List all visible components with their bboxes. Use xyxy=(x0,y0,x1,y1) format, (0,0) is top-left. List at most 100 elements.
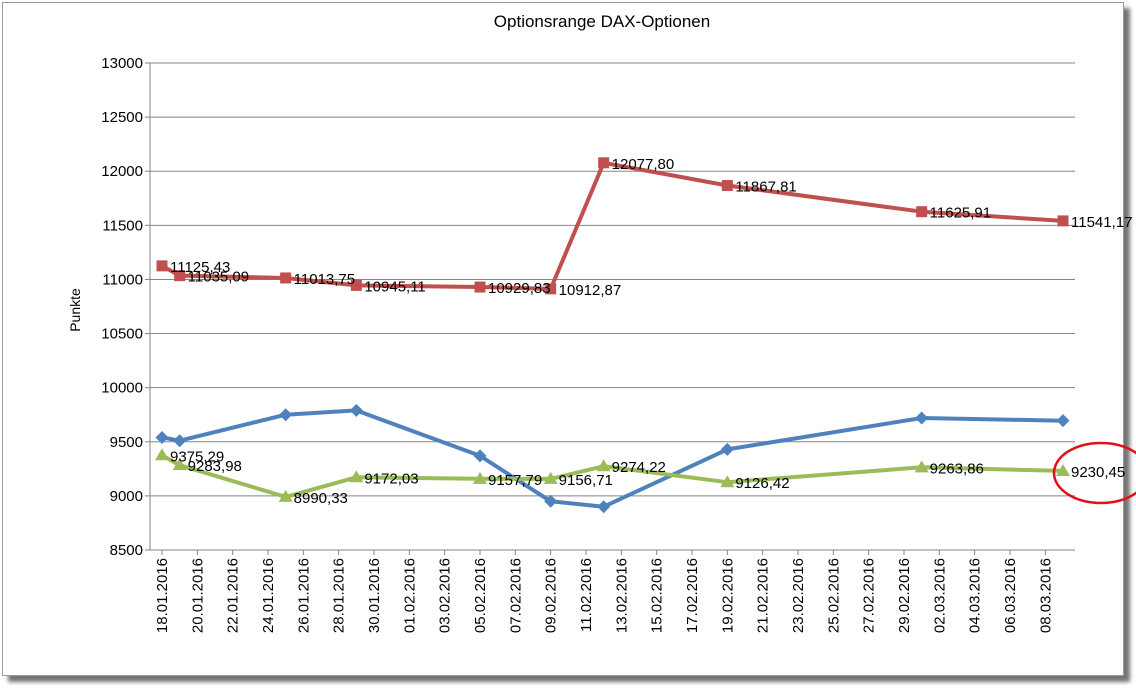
data-label: 9283,98 xyxy=(188,458,242,475)
data-label: 11867,81 xyxy=(735,179,796,196)
data-point xyxy=(545,283,557,295)
y-tick-label: 9000 xyxy=(110,488,143,505)
data-point xyxy=(597,500,611,514)
annotation xyxy=(1052,441,1136,505)
x-tick-label: 11.02.2016 xyxy=(578,558,595,632)
data-point xyxy=(598,157,610,169)
y-tick-label: 10000 xyxy=(101,380,143,397)
x-tick-label: 30.01.2016 xyxy=(366,558,383,633)
x-tick-label: 15.02.2016 xyxy=(649,558,666,633)
data-label: 10945,11 xyxy=(364,278,425,295)
data-label: 11541,17 xyxy=(1071,214,1132,231)
x-tick-label: 06.03.2016 xyxy=(1002,558,1019,633)
data-label: 10929,83 xyxy=(488,280,551,297)
data-point xyxy=(155,430,169,444)
data-point xyxy=(278,489,293,502)
data-point xyxy=(1056,463,1070,476)
data-label: 12077,80 xyxy=(612,156,675,173)
data-point xyxy=(279,408,293,422)
data-point xyxy=(1057,215,1069,227)
data-label: 8990,33 xyxy=(294,490,348,507)
x-tick-label: 22.01.2016 xyxy=(225,558,242,633)
data-label: 9263,86 xyxy=(930,460,984,477)
data-label: 9172,03 xyxy=(364,470,418,487)
data-label: 9375,29 xyxy=(170,448,224,465)
data-label: 11625,91 xyxy=(930,205,991,222)
data-label: 11125,43 xyxy=(170,259,230,276)
x-tick-label: 18.01.2016 xyxy=(154,558,171,633)
y-tick-label: 12000 xyxy=(101,163,143,180)
x-tick-label: 20.01.2016 xyxy=(189,558,206,633)
data-point xyxy=(349,403,363,417)
data-label: 9230,45 xyxy=(1071,464,1125,481)
data-point xyxy=(543,471,558,484)
x-tick-label: 25.02.2016 xyxy=(825,558,842,633)
data-point xyxy=(916,206,928,218)
data-label: 9274,22 xyxy=(612,459,666,476)
y-tick-label: 13000 xyxy=(101,55,143,72)
y-tick-labels: 8500 9000 9500 10000 10500 11000 11500 12000 125… xyxy=(101,55,143,559)
x-tick-label: 09.02.2016 xyxy=(543,558,560,633)
data-point xyxy=(172,458,187,471)
x-tick-label: 29.02.2016 xyxy=(896,558,913,633)
data-label: 9126,42 xyxy=(735,475,789,492)
y-tick-label: 10500 xyxy=(101,326,143,343)
x-tick-label: 26.01.2016 xyxy=(295,558,312,633)
data-point xyxy=(720,442,734,456)
data-point xyxy=(914,460,929,473)
series-lines xyxy=(161,160,1064,509)
x-tick-label: 05.02.2016 xyxy=(472,558,489,633)
x-tick-label: 02.03.2016 xyxy=(931,558,948,633)
data-label: 11013,75 xyxy=(294,271,355,288)
y-tick-label: 9500 xyxy=(110,434,143,451)
data-point xyxy=(280,272,292,284)
data-point xyxy=(350,279,362,291)
data-point xyxy=(1056,414,1070,428)
data-point xyxy=(596,459,611,472)
x-tick-label: 24.01.2016 xyxy=(260,558,277,633)
x-tick-labels: 18.01.2016 20.01.2016 22.01.2016 24.01.2016… xyxy=(154,558,1054,633)
y-tick-label: 8500 xyxy=(110,542,143,559)
x-tick-label: 27.02.2016 xyxy=(861,558,878,633)
x-tick-label: 28.01.2016 xyxy=(331,558,348,633)
series-line-1 xyxy=(161,160,1064,291)
x-tick-label: 03.02.2016 xyxy=(437,558,454,633)
series-line-3 xyxy=(161,453,1064,499)
highlight-ellipse xyxy=(1052,441,1136,505)
x-tick-label: 23.02.2016 xyxy=(790,558,807,633)
data-label: 11035,09 xyxy=(188,269,249,286)
x-tick-label: 19.02.2016 xyxy=(719,558,736,633)
data-point xyxy=(174,270,186,282)
data-point xyxy=(156,260,168,272)
data-point xyxy=(173,434,187,448)
y-axis-label: Punkte xyxy=(67,288,83,332)
chart-title: Optionsrange DAX-Optionen xyxy=(494,12,710,31)
data-point xyxy=(473,471,487,484)
data-point xyxy=(155,448,169,461)
axes xyxy=(145,62,1075,555)
y-tick-label: 12500 xyxy=(101,109,143,126)
x-tick-label: 13.02.2016 xyxy=(613,558,630,633)
data-point xyxy=(474,281,486,293)
data-point xyxy=(473,449,487,463)
data-point xyxy=(544,494,558,508)
x-tick-label: 07.02.2016 xyxy=(507,558,524,633)
data-label: 9157,79 xyxy=(488,472,542,489)
x-tick-label: 01.02.2016 xyxy=(401,558,418,633)
data-point xyxy=(349,470,364,483)
data-point xyxy=(915,411,929,425)
series-markers xyxy=(155,157,1070,514)
data-label: 10912,87 xyxy=(559,282,622,299)
data-label: 9156,71 xyxy=(559,472,613,489)
data-point xyxy=(721,180,733,192)
y-tick-label: 11500 xyxy=(102,217,143,234)
y-tick-label: 11000 xyxy=(102,271,143,288)
x-tick-label: 21.02.2016 xyxy=(755,558,772,633)
x-tick-label: 04.03.2016 xyxy=(967,558,984,633)
data-point xyxy=(720,475,735,488)
x-tick-label: 17.02.2016 xyxy=(684,558,701,633)
x-tick-label: 08.03.2016 xyxy=(1037,558,1054,633)
chart-frame xyxy=(2,2,1124,676)
